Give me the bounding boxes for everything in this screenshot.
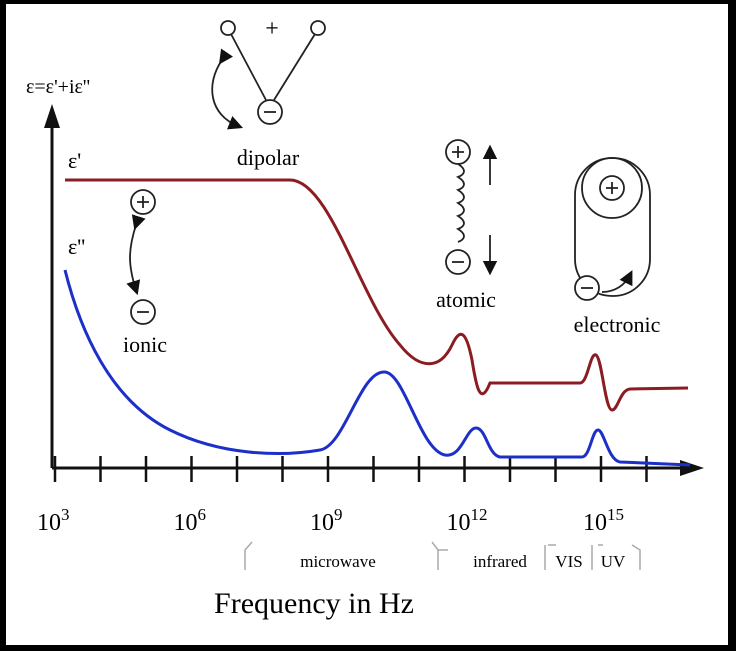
tick-base: 10 [310,510,334,536]
tick-exp: 3 [61,505,70,524]
tick-exp: 12 [471,505,488,524]
real-label: ε' [68,148,81,173]
axis-ticks [53,456,648,482]
tick-base: 10 [37,510,61,536]
dipolar-icon [211,20,326,130]
mechanism-label: ionic [123,332,167,357]
real-curve [65,178,689,412]
atomic-icon [445,139,498,276]
imag-label: ε'' [68,234,85,259]
mechanism-label: atomic [436,287,496,312]
tick-label: 106 [174,505,207,536]
imag-curve [63,269,691,467]
tick-exp: 9 [334,505,343,524]
tick-exp: 6 [198,505,207,524]
x-label: Frequency in Hz [214,587,414,620]
region-label: microwave [300,552,376,571]
tick-exp: 15 [607,505,624,524]
ionic-icon [126,189,156,325]
y-arrow [44,104,60,128]
tick-base: 10 [447,510,471,536]
tick-label: 1015 [583,505,624,536]
region-label: UV [601,552,626,571]
panel [6,4,728,645]
mechanism-label: electronic [574,312,661,337]
region-brackets [244,541,641,570]
tick-label: 1012 [447,505,488,536]
region-label: infrared [473,552,527,571]
charge-label: + [265,16,279,42]
y-label: ε=ε'+iε'' [26,76,90,98]
tick-base: 10 [583,510,607,536]
electronic-icon [574,157,651,301]
tick-base: 10 [174,510,198,536]
tick-label: 103 [37,505,70,536]
tick-label: 109 [310,505,343,536]
region-label: VIS [555,552,582,571]
mechanism-label: dipolar [237,145,300,170]
